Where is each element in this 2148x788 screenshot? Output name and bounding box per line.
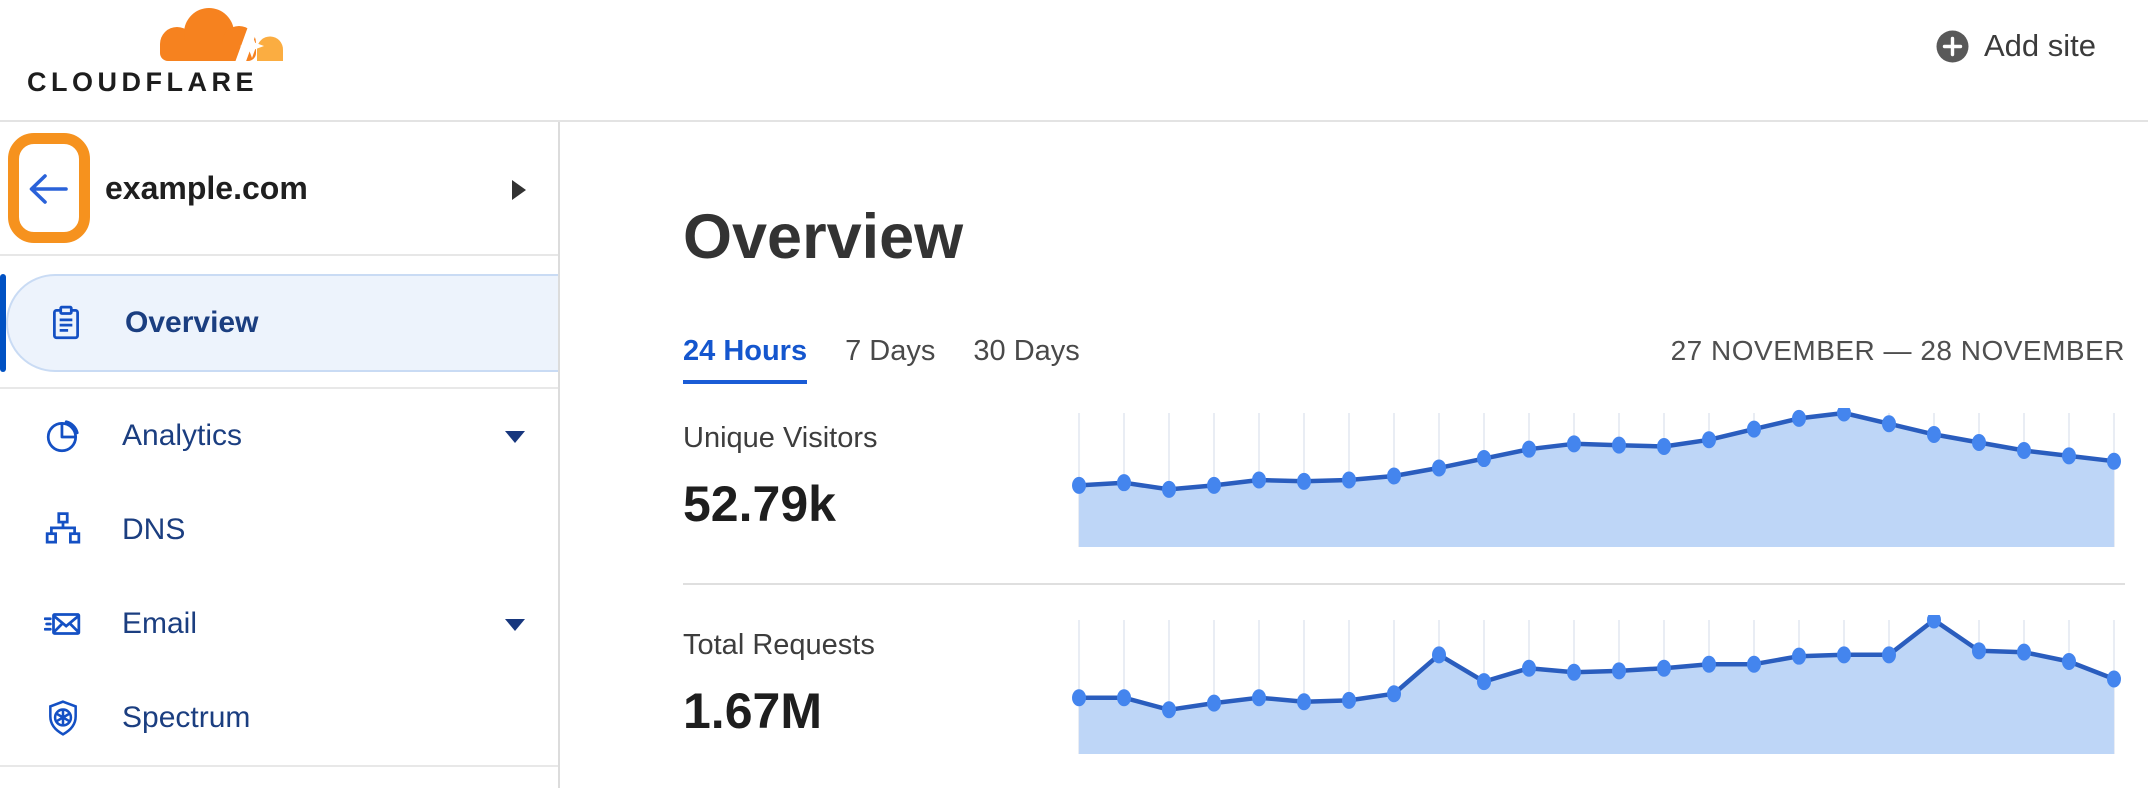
- selected-indicator-bar: [0, 274, 6, 372]
- shield-icon: [49, 700, 77, 736]
- tab-7-days[interactable]: 7 Days: [845, 335, 936, 367]
- date-range-label: 27 NOVEMBER — 28 NOVEMBER: [1670, 335, 2125, 366]
- clipboard-icon: [53, 305, 79, 340]
- site-name: example.com: [105, 169, 308, 206]
- tab-24-hours[interactable]: 24 Hours: [683, 335, 808, 384]
- metric-divider: [683, 583, 2125, 585]
- email-icon: [44, 613, 81, 635]
- dns-tree-icon: [45, 512, 81, 544]
- unique-visitors-sparkline-chart: [1068, 408, 2125, 547]
- sidebar-item-email[interactable]: Email: [0, 577, 558, 671]
- sidebar-item-label: Spectrum: [122, 701, 251, 734]
- main-content: Overview 24 Hours 7 Days 30 Days 27 NOVE…: [560, 122, 2148, 788]
- metric-value: 52.79k: [683, 476, 836, 532]
- expand-right-icon[interactable]: [511, 179, 527, 201]
- metric-info: Unique Visitors 52.79k: [683, 408, 1068, 547]
- cloudflare-logo: CLOUDFLARE: [27, 6, 284, 98]
- tab-30-days[interactable]: 30 Days: [973, 335, 1080, 367]
- page-title: Overview: [683, 202, 964, 272]
- add-site-label: Add site: [1983, 28, 2096, 63]
- metric-label: Total Requests: [683, 629, 875, 661]
- back-button[interactable]: [26, 169, 70, 209]
- sidebar-item-analytics[interactable]: Analytics: [0, 389, 558, 483]
- sidebar-item-overview[interactable]: Overview: [6, 274, 558, 372]
- metric-value: 1.67M: [683, 683, 822, 739]
- metric-info: Total Requests 1.67M: [683, 615, 1068, 754]
- back-arrow-icon: [29, 174, 68, 204]
- plus-circle-icon: [1936, 30, 1969, 62]
- top-header: CLOUDFLARE Add site: [0, 0, 2148, 122]
- sidebar: example.com Overview: [0, 122, 560, 788]
- sidebar-item-label: Overview: [125, 306, 259, 339]
- chevron-down-icon: [505, 619, 525, 631]
- sidebar-item-label: Analytics: [122, 419, 243, 452]
- site-selector-row: example.com: [0, 122, 558, 256]
- pie-chart-icon: [46, 420, 79, 453]
- sidebar-item-label: DNS: [122, 513, 186, 546]
- sidebar-divider: [0, 387, 558, 389]
- sidebar-item-spectrum[interactable]: Spectrum: [0, 671, 558, 765]
- cloudflare-cloud-icon: [160, 8, 284, 64]
- chevron-down-icon: [505, 431, 525, 443]
- metric-label: Unique Visitors: [683, 422, 878, 454]
- time-range-tabs: 24 Hours 7 Days 30 Days 27 NOVEMBER — 28…: [683, 335, 2125, 384]
- sidebar-item-label: Email: [122, 607, 198, 640]
- metric-row-unique-visitors: Unique Visitors 52.79k: [683, 408, 2125, 547]
- sidebar-item-dns[interactable]: DNS: [0, 483, 558, 577]
- sidebar-divider: [0, 765, 558, 767]
- metric-row-total-requests: Total Requests 1.67M: [683, 615, 2125, 754]
- cloudflare-wordmark: CLOUDFLARE: [27, 67, 258, 97]
- add-site-button[interactable]: Add site: [1936, 28, 2096, 64]
- total-requests-sparkline-chart: [1068, 615, 2125, 754]
